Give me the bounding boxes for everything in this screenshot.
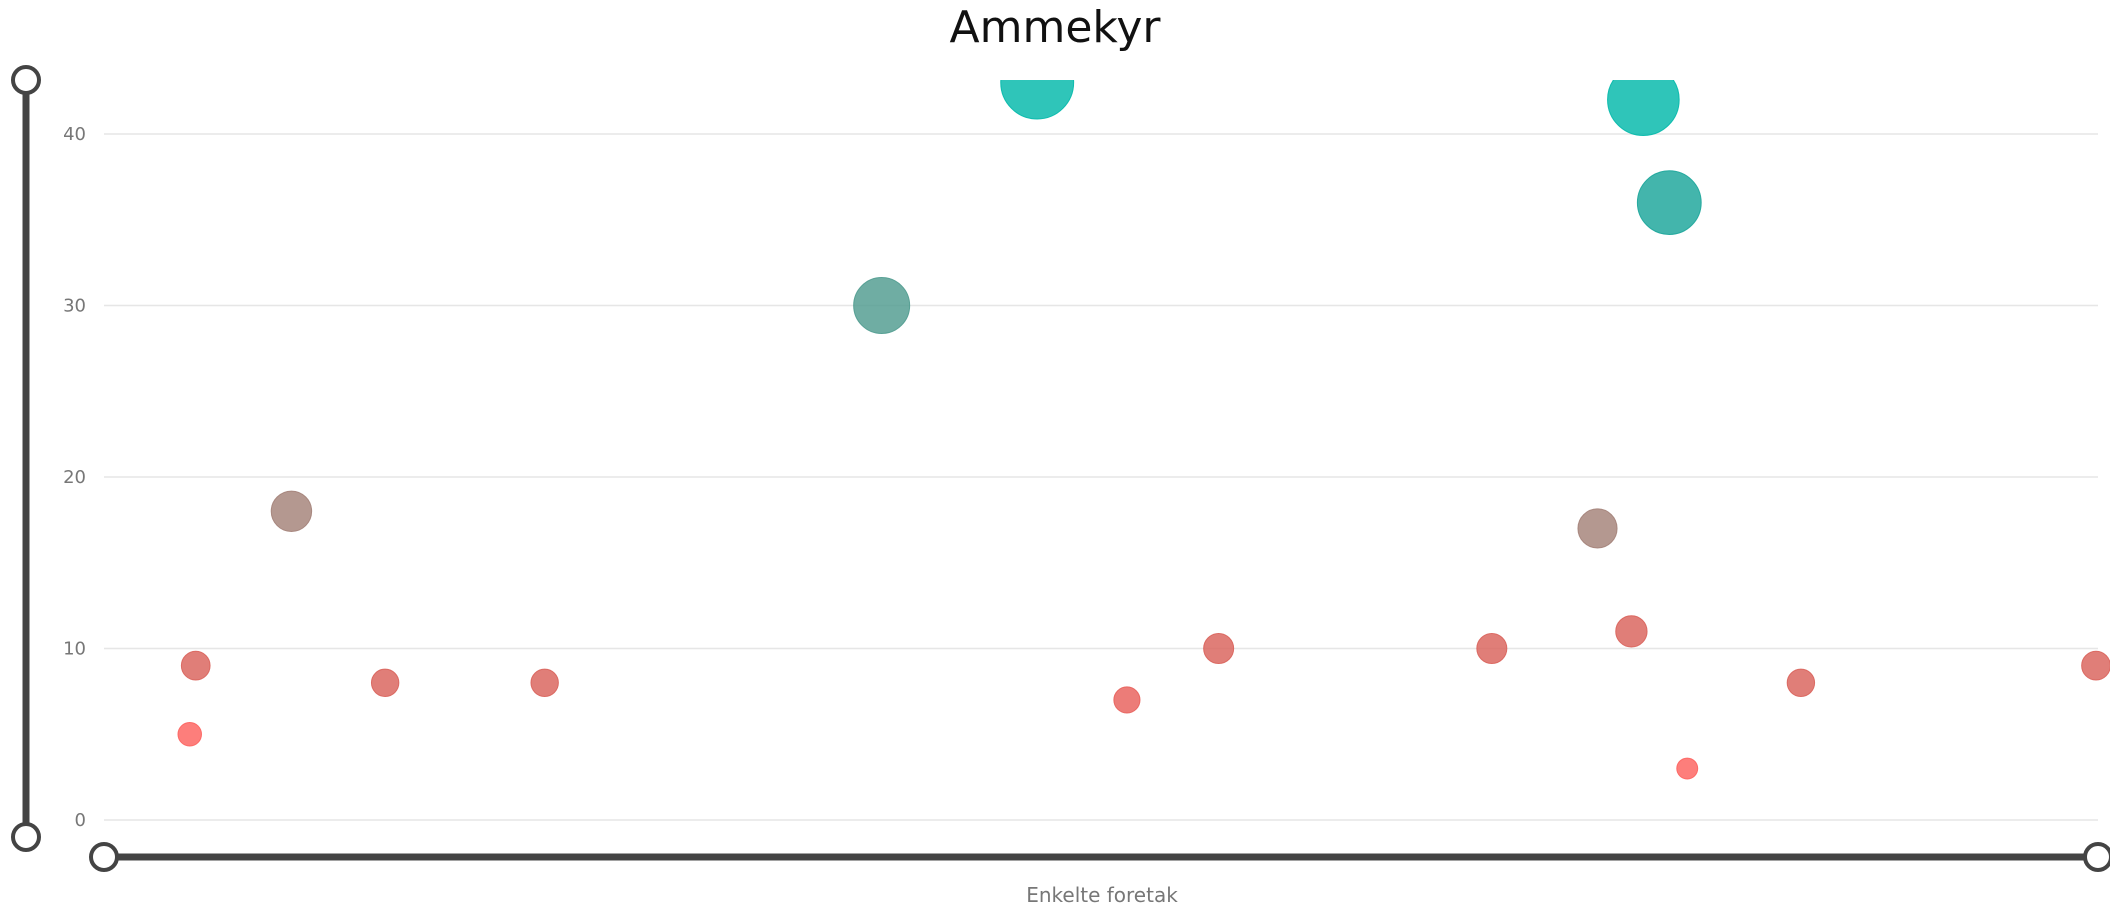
data-point[interactable] bbox=[1637, 171, 1701, 235]
data-point[interactable] bbox=[1608, 64, 1680, 136]
data-point[interactable] bbox=[1477, 634, 1507, 664]
data-point[interactable] bbox=[1001, 46, 1074, 119]
y-tick-label: 40 bbox=[63, 124, 86, 145]
x-axis-range-slider[interactable] bbox=[91, 844, 2110, 870]
gridlines bbox=[104, 134, 2098, 820]
y-slider-bottom-handle[interactable] bbox=[13, 824, 39, 850]
x-slider-right-handle[interactable] bbox=[2085, 844, 2110, 870]
y-axis-tick-labels: 0 10 20 30 40 bbox=[63, 124, 86, 831]
x-axis-title: Enkelte foretak bbox=[1026, 883, 1178, 907]
data-point[interactable] bbox=[2082, 651, 2110, 680]
data-point[interactable] bbox=[178, 723, 202, 747]
data-point[interactable] bbox=[271, 491, 311, 531]
data-point[interactable] bbox=[1787, 669, 1814, 696]
data-point[interactable] bbox=[531, 669, 558, 696]
data-point[interactable] bbox=[1616, 616, 1647, 647]
y-tick-label: 30 bbox=[63, 296, 86, 317]
data-point[interactable] bbox=[1114, 687, 1140, 713]
y-tick-label: 10 bbox=[63, 639, 86, 660]
data-point[interactable] bbox=[371, 669, 398, 696]
data-points bbox=[178, 46, 2110, 779]
data-point[interactable] bbox=[181, 651, 210, 680]
y-slider-top-handle[interactable] bbox=[13, 67, 39, 93]
x-slider-left-handle[interactable] bbox=[91, 844, 117, 870]
y-tick-label: 0 bbox=[75, 810, 86, 831]
data-point[interactable] bbox=[854, 278, 910, 334]
y-axis-range-slider[interactable] bbox=[13, 67, 39, 850]
y-tick-label: 20 bbox=[63, 467, 86, 488]
data-point[interactable] bbox=[1677, 758, 1698, 779]
data-point[interactable] bbox=[1578, 509, 1617, 548]
data-point[interactable] bbox=[1204, 634, 1234, 664]
